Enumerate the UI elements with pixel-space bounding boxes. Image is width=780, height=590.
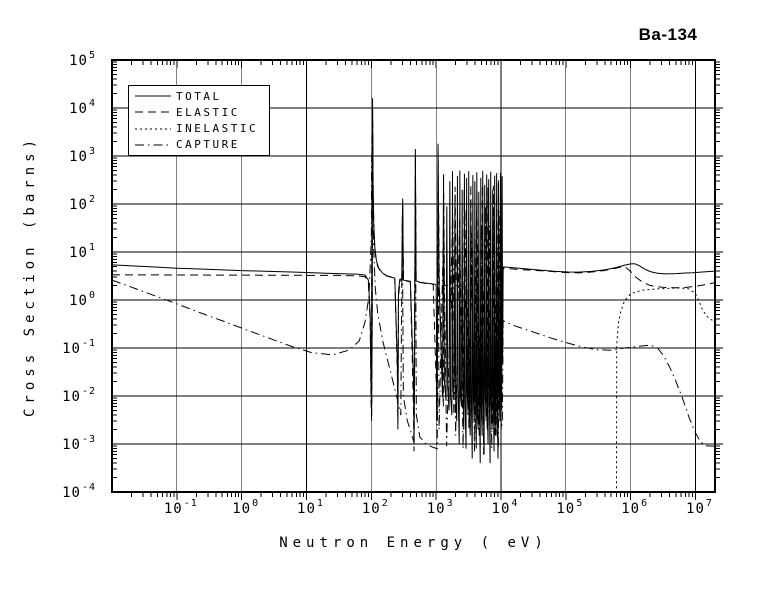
y-tick-label: 10-3: [62, 434, 96, 453]
legend-label: INELASTIC: [176, 122, 259, 136]
legend-line-sample: [135, 111, 171, 113]
y-axis-title: Cross Section (barns): [22, 134, 38, 418]
legend-item-total: TOTAL: [134, 89, 267, 104]
legend-line-sample: [135, 128, 171, 130]
legend-item-inelastic: INELASTIC: [134, 121, 267, 136]
legend-line-sample: [135, 144, 171, 146]
y-tick-label: 102: [69, 194, 96, 213]
series-curves: [112, 98, 715, 489]
y-tick-label: 100: [69, 290, 96, 309]
y-tick-label: 101: [69, 242, 96, 261]
y-tick-label: 104: [69, 98, 96, 117]
x-tick-label: 105: [556, 498, 583, 517]
plot-frame: [111, 59, 716, 493]
axis-ticks: [112, 60, 723, 500]
legend-line-sample: [135, 95, 171, 97]
y-tick-label: 105: [69, 50, 96, 69]
x-tick-label: 102: [362, 498, 389, 517]
series-capture: [112, 122, 715, 455]
legend-label: ELASTIC: [176, 105, 240, 119]
legend: TOTAL ELASTIC INELASTIC CAPTURE: [128, 85, 270, 156]
x-tick-label: 104: [492, 498, 519, 517]
x-axis-title: Neutron Energy ( eV): [279, 535, 548, 551]
legend-item-capture: CAPTURE: [134, 137, 267, 152]
x-tick-label: 10-1: [164, 498, 198, 517]
x-tick-label: 101: [297, 498, 324, 517]
y-tick-label: 103: [69, 146, 96, 165]
x-tick-label: 107: [686, 498, 713, 517]
legend-label: CAPTURE: [176, 138, 240, 152]
series-inelastic: [616, 287, 715, 489]
series-elastic: [112, 106, 715, 452]
y-tick-label: 10-2: [62, 386, 96, 405]
x-tick-label: 100: [232, 498, 259, 517]
legend-item-elastic: ELASTIC: [134, 105, 267, 120]
legend-label: TOTAL: [176, 89, 222, 103]
tick-labels: 10-1 100 101 102 103 104 105 106 107 105 104 103 102…: [62, 50, 713, 517]
x-tick-label: 103: [427, 498, 454, 517]
x-tick-label: 106: [621, 498, 648, 517]
y-tick-label: 10-1: [62, 338, 96, 357]
y-tick-label: 10-4: [62, 482, 96, 501]
chart-title: Ba-134: [638, 25, 698, 44]
